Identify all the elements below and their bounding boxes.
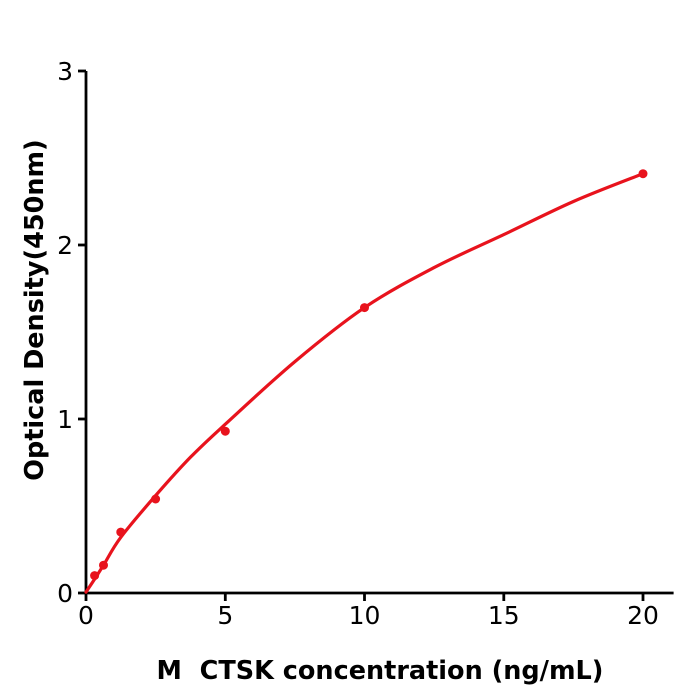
standard-curve-line [84, 172, 645, 594]
x-tick-label: 10 [349, 601, 381, 630]
data-point [116, 527, 126, 537]
axis-ticks [78, 69, 645, 601]
x-tick-label: 15 [488, 601, 520, 630]
y-tick-label: 0 [57, 579, 73, 608]
data-point [638, 169, 648, 179]
x-axis-title: M CTSK concentration (ng/mL) [157, 656, 604, 686]
data-point [151, 494, 161, 504]
y-tick-label: 3 [57, 57, 73, 86]
data-points [90, 169, 648, 581]
data-point [220, 426, 230, 436]
data-point [99, 560, 108, 570]
data-point [360, 303, 369, 313]
x-tick-label: 5 [217, 601, 233, 630]
y-tick-label: 1 [57, 405, 73, 434]
y-axis-title: Optical Density(450nm) [20, 139, 50, 480]
y-tick-label: 2 [57, 231, 73, 260]
axes-spines [84, 71, 674, 595]
data-point [90, 571, 100, 581]
x-tick-label: 20 [627, 601, 659, 630]
axis-tick-labels: 0 5 10 15 20 0 1 2 3 [57, 57, 659, 630]
x-tick-label: 0 [78, 601, 94, 630]
